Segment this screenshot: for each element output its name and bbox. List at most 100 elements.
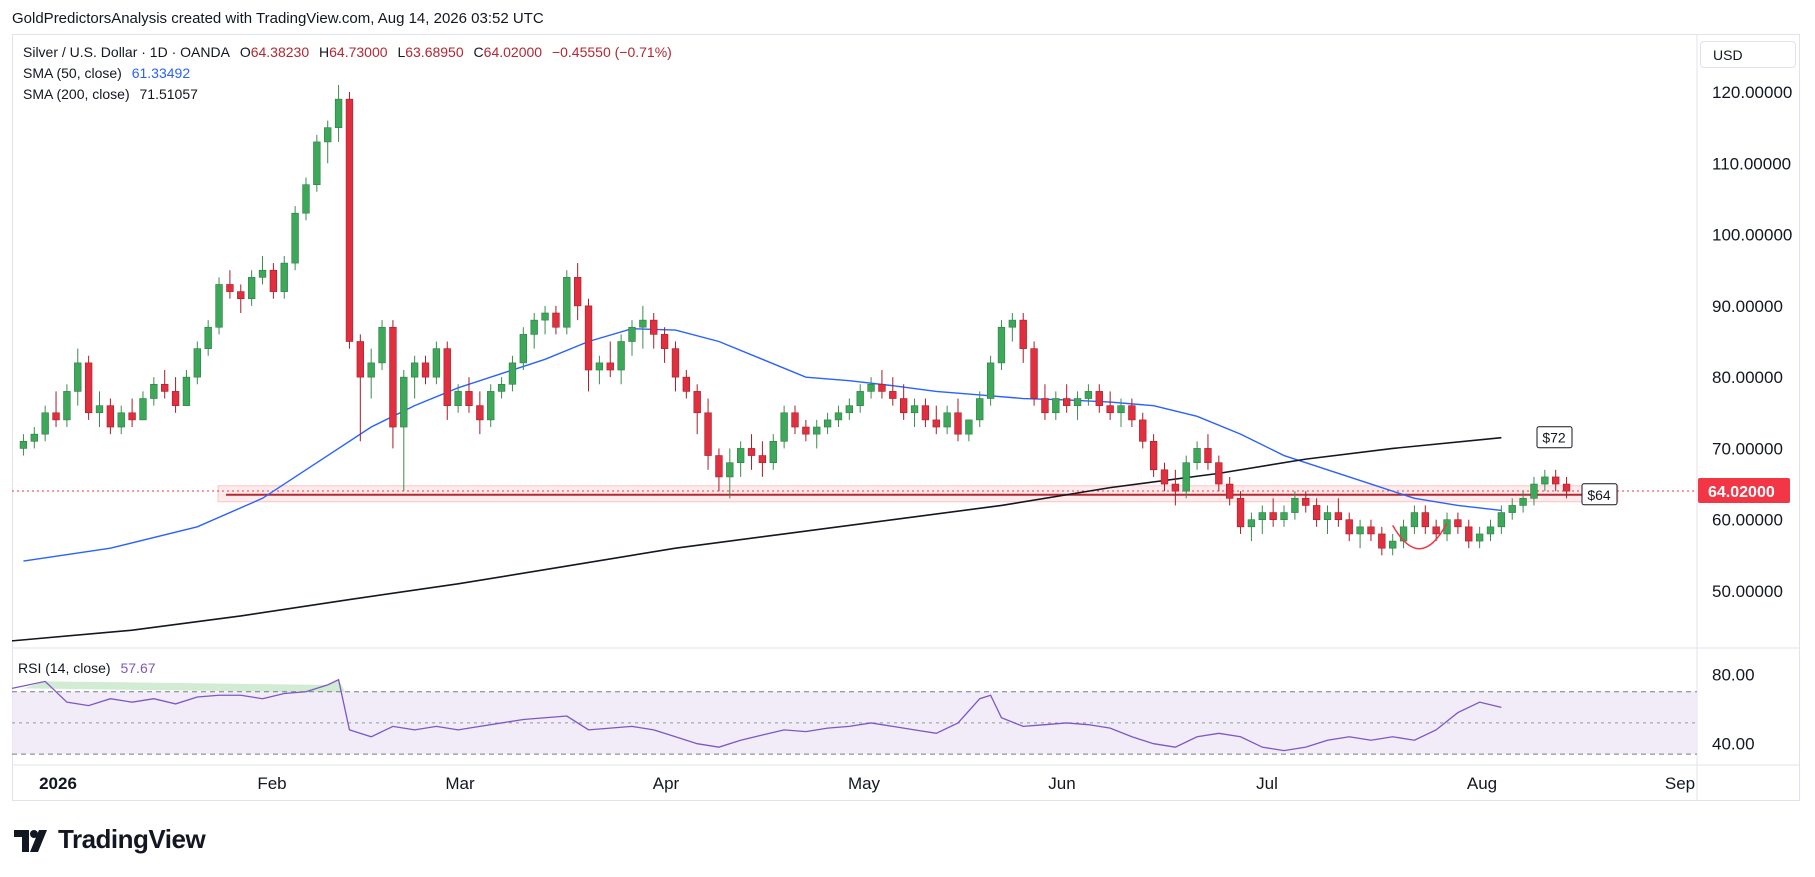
candle (834, 405, 843, 428)
candle-body (758, 455, 767, 463)
candle (324, 120, 332, 164)
candle-body (671, 348, 680, 378)
candle (1497, 505, 1506, 534)
rsi-legend[interactable]: RSI (14, close) 57.67 (18, 660, 156, 676)
candle-body (1465, 526, 1473, 542)
candle (389, 320, 397, 449)
last-price-label: 64.02000 (1698, 478, 1790, 504)
candle-body (1019, 319, 1027, 349)
price-tick-label: 110.00000 (1712, 154, 1791, 173)
candle-body (345, 98, 354, 342)
price-axis[interactable]: 120.00000 110.00000 100.00000 90.00000 80.00… (1712, 83, 1792, 601)
candle-body (1443, 519, 1451, 535)
candle-body (1258, 512, 1266, 520)
candle-body (943, 412, 951, 428)
support-zone (12, 485, 1697, 503)
candle-body (1052, 398, 1060, 414)
candle-body (117, 412, 125, 428)
chart-frame (12, 34, 1800, 801)
candle-body (541, 312, 549, 321)
candle-body (1128, 405, 1136, 421)
candle (1378, 526, 1386, 556)
candle (193, 341, 201, 385)
candle (1552, 469, 1560, 492)
candle (1410, 505, 1419, 534)
candle-body (1541, 476, 1549, 485)
time-tick-label: Aug (1467, 774, 1497, 793)
candle (128, 398, 136, 428)
candle (671, 341, 680, 392)
sma200-legend[interactable]: SMA (200, close) 71.51057 (23, 86, 204, 102)
candle-body (650, 319, 658, 335)
support-tag-label: $64 (1587, 487, 1611, 503)
candle-body (302, 184, 310, 214)
candle-body (247, 277, 256, 300)
candle (497, 377, 506, 399)
change-value: −0.45550 (−0.71%) (551, 44, 672, 60)
candle-body (791, 412, 799, 428)
candle-body (1389, 540, 1397, 549)
candle (976, 391, 984, 428)
candle (63, 384, 71, 428)
candle-body (1562, 483, 1571, 492)
candle-body (1508, 505, 1516, 513)
candle-body (900, 398, 908, 414)
candle-body (519, 334, 527, 364)
time-axis[interactable]: 2026 Feb Mar Apr May Jun Jul Aug Sep (39, 774, 1695, 793)
candle (1030, 341, 1038, 406)
candle (1160, 462, 1169, 492)
candle-body (736, 448, 745, 463)
candle (345, 92, 354, 349)
candle (823, 412, 832, 435)
support-tag-box (1581, 483, 1618, 506)
candle-body (400, 376, 408, 428)
candle (41, 405, 49, 442)
candle-body (1356, 526, 1364, 535)
candle (747, 434, 756, 470)
candle-body (41, 412, 49, 435)
candle-body (910, 405, 919, 414)
candle (650, 312, 658, 349)
last-price-label-box (1698, 478, 1790, 504)
candle-body (476, 405, 484, 421)
currency-selector[interactable]: USD (1700, 41, 1796, 68)
candle-body (1421, 512, 1429, 528)
candle (878, 370, 886, 399)
candle (1106, 391, 1114, 420)
candle (378, 320, 386, 371)
candle-body (932, 419, 940, 428)
candle (1541, 469, 1549, 492)
candlesticks (19, 84, 1571, 556)
candle (443, 341, 451, 420)
candle-body (856, 391, 864, 406)
sma50-legend[interactable]: SMA (50, close) 61.33492 (23, 65, 196, 81)
candle (1269, 498, 1277, 527)
candle (682, 370, 690, 399)
candle-body (1008, 319, 1017, 328)
candle-body (95, 405, 104, 414)
candle-body (834, 412, 843, 421)
candle-body (986, 362, 995, 399)
time-tick-label: Apr (653, 774, 680, 793)
candle-body (324, 127, 332, 143)
last-price-label-text: 64.02000 (1708, 484, 1775, 501)
candle (19, 434, 28, 456)
candle (1399, 519, 1408, 549)
candle (150, 377, 158, 406)
candle (1236, 491, 1245, 534)
candle-body (1519, 498, 1527, 506)
candle (237, 284, 245, 313)
candle (660, 327, 669, 363)
candle-body (1073, 398, 1082, 406)
candle-body (1367, 526, 1375, 535)
sma200-tag-label: $72 (1542, 430, 1566, 446)
moving-averages (11, 327, 1502, 642)
candle-body (802, 426, 810, 435)
candle (1345, 512, 1353, 542)
price-tick-label: 100.00000 (1712, 226, 1792, 245)
candle-body (921, 405, 930, 421)
candle (1171, 469, 1180, 506)
candle (1095, 384, 1103, 413)
candle (465, 377, 473, 413)
